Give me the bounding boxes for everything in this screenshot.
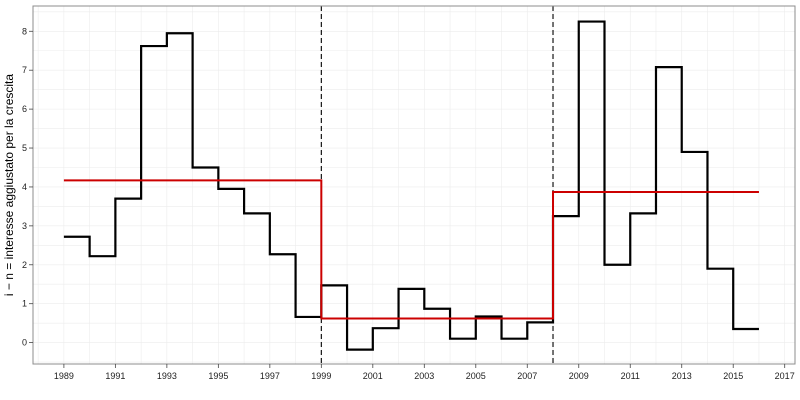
axes: 1989 1991 1993 1995 1997 1999 2001 2003 2005 2007… (22, 26, 795, 381)
y-tick-label: 4 (22, 182, 27, 192)
y-tick-label: 5 (22, 143, 27, 153)
x-tick-label: 2013 (672, 371, 692, 381)
x-tick-label: 2017 (775, 371, 795, 381)
x-tick-label: 1997 (260, 371, 280, 381)
y-tick-label: 6 (22, 104, 27, 114)
x-tick-label: 2007 (517, 371, 537, 381)
x-tick-label: 1991 (105, 371, 125, 381)
series-line-red (63, 179, 759, 320)
x-tick-label: 2015 (723, 371, 743, 381)
x-tick-label: 2009 (569, 371, 589, 381)
x-tick-label: 1993 (157, 371, 177, 381)
x-tick-label: 1999 (311, 371, 331, 381)
x-tick-label: 2011 (621, 371, 640, 381)
y-tick-label: 8 (22, 26, 27, 36)
plot-panel-border (32, 5, 796, 365)
series-group (63, 20, 759, 351)
x-tick-label: 1995 (208, 371, 228, 381)
y-tick-label: 3 (22, 221, 27, 231)
y-tick-label: 0 (22, 338, 27, 348)
x-tick-label: 2003 (414, 371, 434, 381)
y-axis-title: i − n = interesse aggiustato per la cres… (2, 74, 16, 296)
x-tick-label: 1989 (54, 371, 74, 381)
y-tick-label: 2 (22, 260, 27, 270)
y-tick-label: 7 (22, 65, 27, 75)
x-tick-label: 2001 (363, 371, 383, 381)
x-tick-label: 2005 (466, 371, 486, 381)
y-tick-label: 1 (22, 299, 27, 309)
series-line-black (63, 20, 759, 351)
